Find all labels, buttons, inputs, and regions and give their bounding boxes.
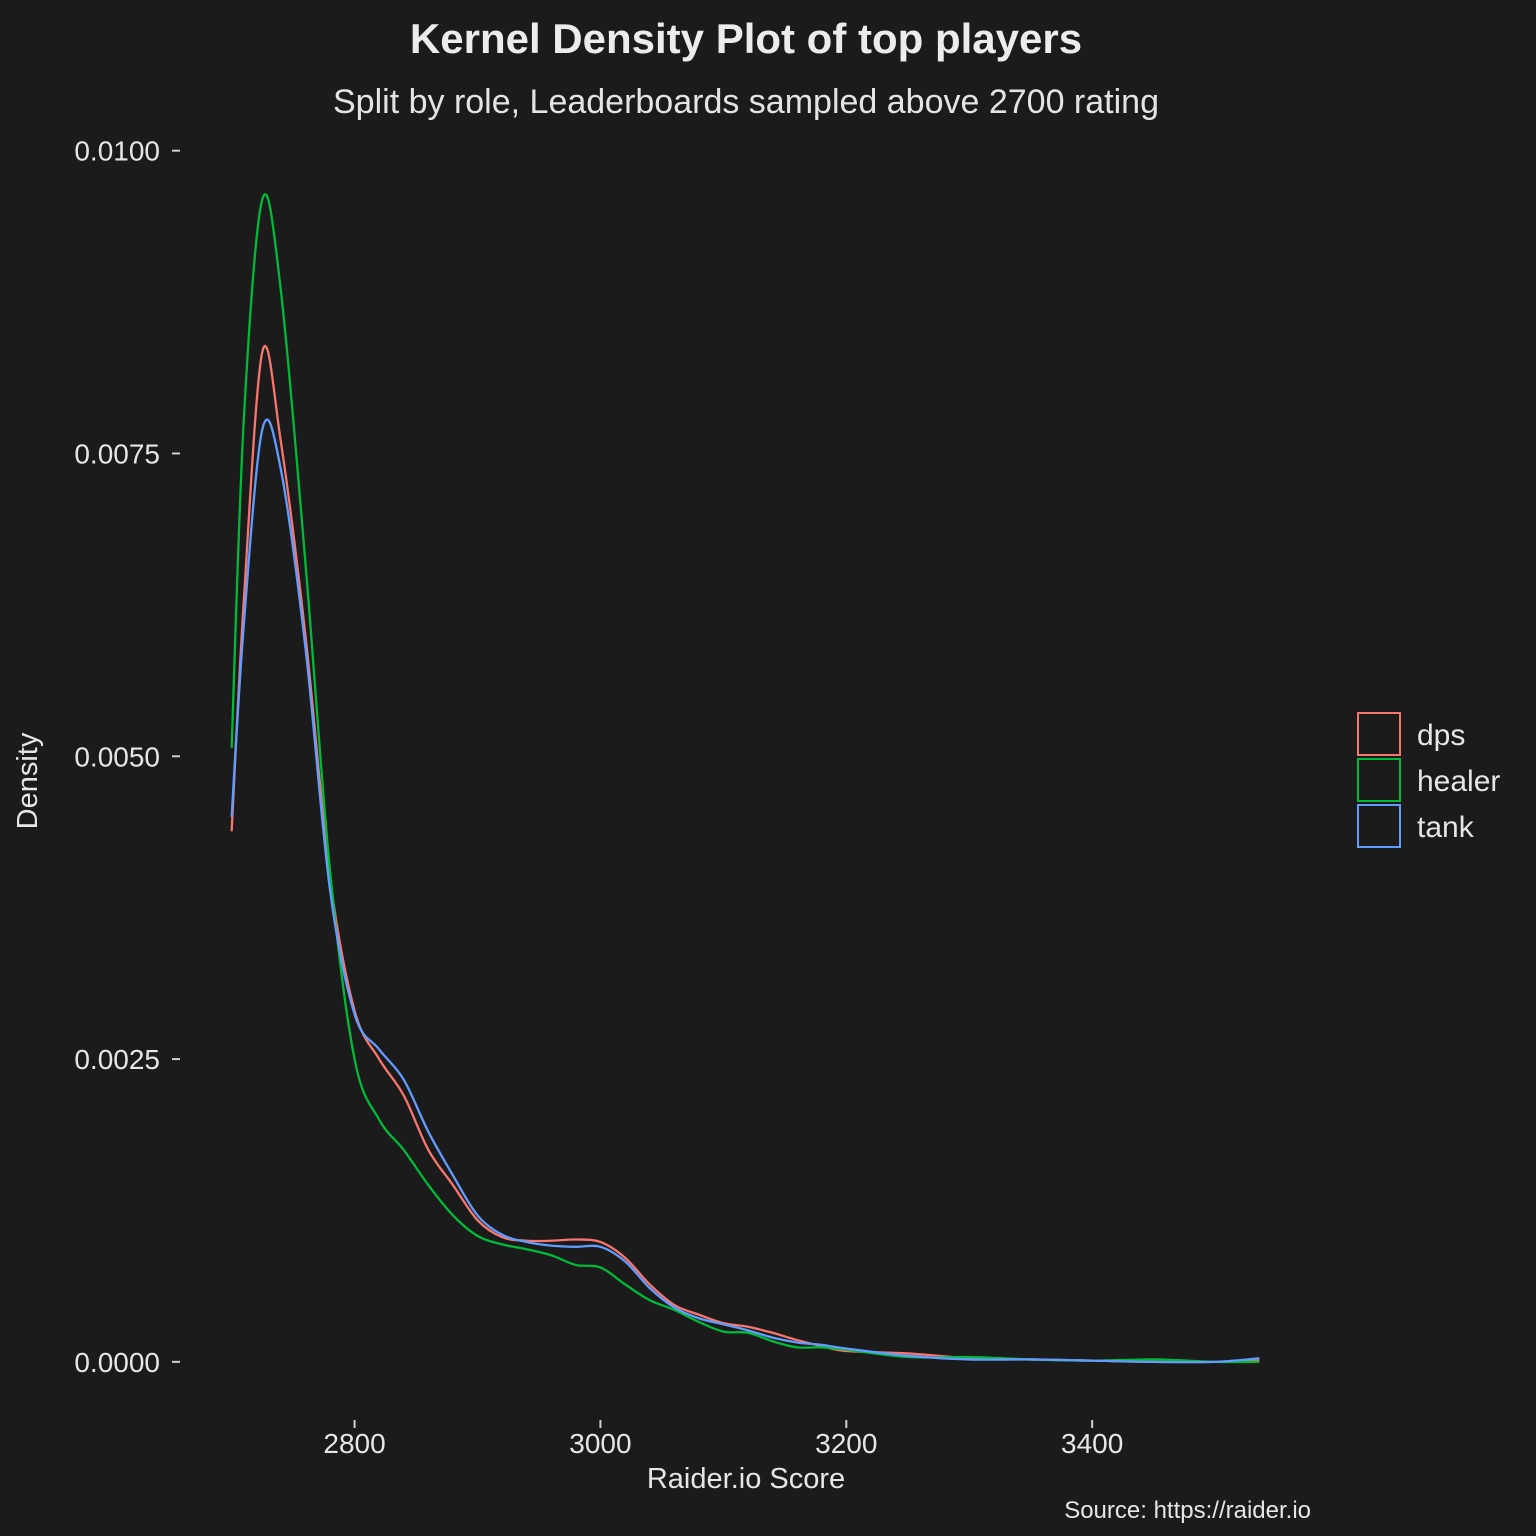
y-tick-label: 0.0075 [74, 438, 160, 469]
y-axis-title: Density [12, 732, 44, 829]
chart-subtitle: Split by role, Leaderboards sampled abov… [333, 83, 1159, 121]
legend-label-dps: dps [1417, 719, 1465, 752]
y-tick-label: 0.0025 [74, 1044, 160, 1075]
y-tick-label: 0.0050 [74, 741, 160, 772]
x-tick-label: 3000 [569, 1428, 631, 1459]
source-caption: Source: https://raider.io [1064, 1497, 1311, 1524]
x-tick-label: 3200 [815, 1428, 877, 1459]
x-axis-title: Raider.io Score [647, 1463, 845, 1495]
x-tick-label: 2800 [323, 1428, 385, 1459]
density-line-healer [230, 193, 1260, 1364]
chart-title: Kernel Density Plot of top players [410, 15, 1082, 62]
legend-key-dps [1357, 712, 1401, 756]
x-tick-label: 3400 [1061, 1428, 1123, 1459]
legend-label-healer: healer [1417, 765, 1500, 798]
y-axis: 0.0000 0.0025 0.0050 0.0075 0.0100 [74, 136, 180, 1378]
legend-key-healer [1357, 758, 1401, 802]
y-tick-label: 0.0000 [74, 1347, 160, 1378]
legend-key-tank [1357, 804, 1401, 848]
density-line-dps [230, 344, 1260, 1364]
x-axis: 2800 3000 3200 3400 [323, 1420, 1123, 1459]
y-tick-label: 0.0100 [74, 136, 160, 167]
density-line-tank [230, 418, 1260, 1364]
legend: dps healer tank [1357, 712, 1500, 848]
legend-label-tank: tank [1417, 811, 1475, 844]
density-lines [230, 193, 1260, 1364]
